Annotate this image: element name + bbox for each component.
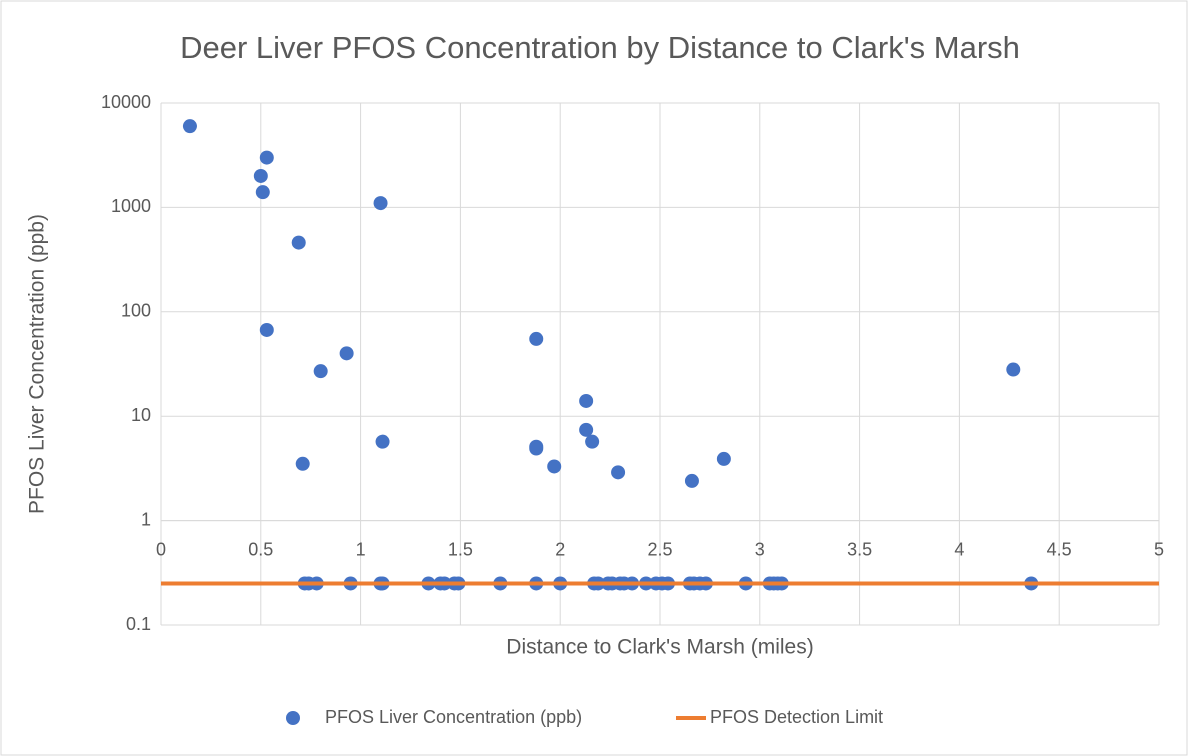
point <box>295 456 310 471</box>
point <box>375 434 390 449</box>
y-axis-label: PFOS Liver Concentration (ppb) <box>26 214 49 514</box>
point <box>313 364 328 379</box>
point <box>255 185 270 200</box>
legend-marker <box>286 711 300 725</box>
y-tick-label: 1 <box>141 509 151 529</box>
y-tick-label: 10 <box>131 405 151 425</box>
x-tick-label: 2 <box>555 539 565 559</box>
point <box>579 422 594 437</box>
point <box>253 168 268 183</box>
chart-title: Deer Liver PFOS Concentration by Distanc… <box>180 30 1020 65</box>
point <box>259 322 274 337</box>
point <box>373 196 388 211</box>
x-tick-label: 1.5 <box>448 539 473 559</box>
point <box>684 473 699 488</box>
y-tick-label: 10000 <box>101 92 151 112</box>
point <box>585 434 600 449</box>
point <box>716 451 731 466</box>
x-axis-label: Distance to Clark's Marsh (miles) <box>506 636 813 659</box>
point <box>1006 362 1021 377</box>
x-tick-label: 0 <box>156 539 166 559</box>
legend-label: PFOS Detection Limit <box>710 707 883 727</box>
point <box>291 235 306 250</box>
legend-item: PFOS Liver Concentration (ppb) <box>286 707 582 727</box>
legend-item: PFOS Detection Limit <box>676 707 883 727</box>
y-tick-label: 0.1 <box>126 614 151 634</box>
x-tick-label: 3 <box>755 539 765 559</box>
point <box>611 465 626 480</box>
point <box>529 441 544 456</box>
point <box>579 393 594 408</box>
x-tick-label: 2.5 <box>647 539 672 559</box>
x-tick-label: 4 <box>954 539 964 559</box>
y-tick-label: 100 <box>121 301 151 321</box>
x-tick-label: 5 <box>1154 539 1164 559</box>
x-tick-label: 0.5 <box>248 539 273 559</box>
point <box>182 119 197 134</box>
x-tick-label: 1 <box>356 539 366 559</box>
x-tick-label: 4.5 <box>1047 539 1072 559</box>
point <box>529 331 544 346</box>
legend-label: PFOS Liver Concentration (ppb) <box>325 707 582 727</box>
point <box>339 346 354 361</box>
x-tick-label: 3.5 <box>847 539 872 559</box>
point <box>259 150 274 165</box>
point <box>547 459 562 474</box>
y-tick-label: 1000 <box>111 196 151 216</box>
